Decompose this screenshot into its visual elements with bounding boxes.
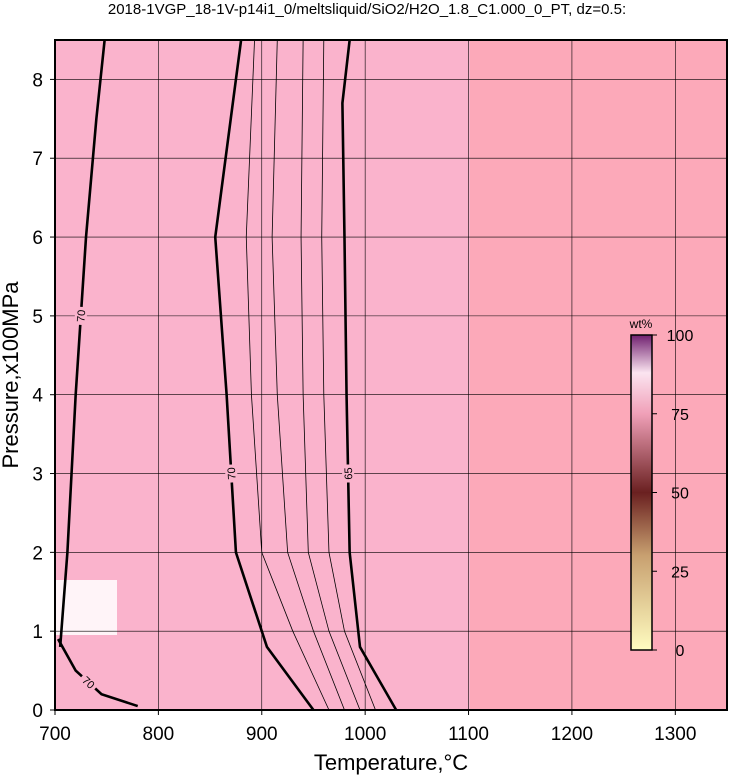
contour-label-bg bbox=[224, 464, 238, 483]
contour-label-bg bbox=[77, 671, 100, 693]
y-tick-label: 7 bbox=[32, 149, 43, 170]
y-tick-label: 2 bbox=[32, 543, 43, 564]
y-tick-label: 8 bbox=[32, 70, 43, 91]
contour-label: 70 bbox=[75, 309, 88, 322]
low-temp-region bbox=[55, 40, 470, 710]
colorbar-tick-label: 25 bbox=[671, 564, 689, 581]
colorbar-tick-label: 100 bbox=[667, 328, 694, 345]
y-tick-label: 0 bbox=[32, 701, 43, 722]
contour-line bbox=[341, 39, 398, 711]
contour-label: 65 bbox=[343, 467, 355, 479]
x-axis-label: Temperature,°C bbox=[314, 750, 468, 775]
colorbar-tick-label: 75 bbox=[671, 407, 689, 424]
colorbar-tick-label: 0 bbox=[676, 643, 685, 660]
contour-line bbox=[321, 39, 376, 711]
contour-label: 70 bbox=[226, 467, 239, 480]
x-tick-label: 1000 bbox=[344, 724, 386, 745]
colorbar-tick-label: 50 bbox=[671, 486, 689, 503]
x-tick-label: 1100 bbox=[448, 724, 489, 745]
x-tick-label: 700 bbox=[39, 724, 71, 745]
y-tick-label: 5 bbox=[32, 307, 43, 328]
colorbar bbox=[630, 334, 653, 651]
contour-line bbox=[271, 39, 345, 711]
x-tick-label: 1200 bbox=[551, 724, 593, 745]
contour-line bbox=[213, 39, 315, 711]
y-tick-label: 4 bbox=[32, 386, 43, 407]
x-tick-label: 900 bbox=[246, 724, 278, 745]
y-tick-label: 1 bbox=[32, 622, 43, 643]
y-tick-label: 3 bbox=[32, 465, 43, 486]
contour-label-bg bbox=[341, 464, 355, 483]
x-tick-label: 1300 bbox=[654, 724, 696, 745]
contour-label-bg bbox=[74, 306, 88, 326]
contour-line bbox=[300, 39, 361, 711]
chart-title: 2018-1VGP_18-1V-p14i1_0/meltsliquid/SiO2… bbox=[108, 1, 626, 18]
y-axis-label: Pressure,x100MPa bbox=[0, 281, 23, 469]
contour-line bbox=[245, 39, 330, 711]
plot-frame bbox=[54, 39, 728, 711]
colorbar-label: wt% bbox=[629, 317, 653, 331]
y-tick-label: 6 bbox=[32, 228, 43, 249]
x-tick-label: 800 bbox=[143, 724, 175, 745]
